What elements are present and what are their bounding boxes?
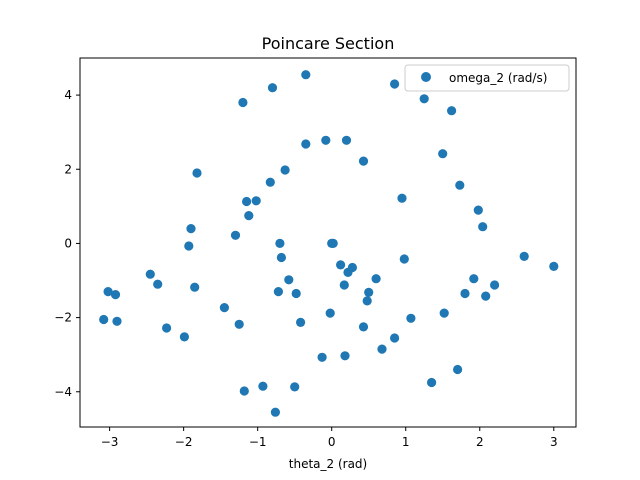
y-tick-label: −4 [54, 385, 72, 399]
scatter-point [347, 262, 357, 273]
scatter-point [219, 303, 229, 313]
scatter-point [273, 287, 283, 297]
scatter-point [397, 193, 407, 203]
x-tick-label: −1 [249, 435, 267, 449]
x-tick-label: −3 [101, 435, 119, 449]
x-tick-label: 0 [328, 435, 336, 449]
scatter-point [473, 205, 483, 215]
scatter-point [99, 314, 109, 325]
x-axis: −3 −2 −1 0 1 2 3 [101, 427, 558, 449]
x-axis-title: theta_2 (rad) [289, 457, 367, 471]
scatter-point [112, 316, 122, 326]
x-tick-label: 3 [550, 435, 558, 449]
scatter-point [481, 291, 491, 301]
x-tick-label: 2 [476, 435, 484, 449]
scatter-point [276, 252, 286, 263]
chart-title: Poincare Section [262, 34, 395, 53]
scatter-point [453, 364, 463, 375]
plot-frame [79, 57, 577, 428]
scatter-point [265, 177, 275, 187]
legend-box [404, 64, 570, 92]
scatter-point [301, 139, 311, 149]
scatter-point [230, 230, 241, 240]
scatter-point [358, 156, 369, 166]
scatter-point [364, 287, 374, 297]
scatter-point [238, 97, 248, 108]
scatter-point [371, 274, 381, 284]
scatter-point [284, 275, 294, 285]
y-tick-label: −2 [54, 311, 72, 325]
scatter-point [317, 352, 327, 362]
scatter-point [406, 313, 416, 323]
scatter-point [340, 351, 350, 361]
scatter-point [280, 165, 290, 175]
y-tick-label: 0 [64, 236, 72, 250]
scatter-point [377, 344, 387, 354]
scatter-point [519, 251, 529, 261]
legend-label: omega_2 (rad/s) [449, 71, 547, 85]
scatter-point [336, 260, 346, 270]
scatter-point [301, 70, 311, 80]
scatter-point [179, 332, 189, 342]
y-axis: −4 −2 0 2 4 [54, 88, 80, 399]
scatter-point [490, 280, 500, 290]
scatter-point [290, 382, 300, 392]
scatter-point [145, 269, 155, 279]
scatter-point [110, 290, 121, 300]
scatter-point [291, 288, 301, 299]
scatter-point [162, 323, 172, 333]
scatter-point [358, 322, 369, 332]
scatter-point [427, 377, 437, 388]
scatter-point [341, 135, 352, 145]
scatter-point [447, 106, 457, 116]
scatter-point [258, 381, 268, 391]
scatter-point [390, 333, 400, 343]
scatter-point [190, 282, 200, 292]
scatter-point [275, 238, 285, 248]
scatter-point [244, 211, 254, 221]
scatter-point [192, 168, 202, 178]
scatter-point [460, 288, 470, 299]
scatter-point [296, 317, 306, 327]
y-tick-label: 4 [64, 88, 72, 102]
scatter-point [270, 407, 280, 417]
legend-marker [421, 72, 431, 82]
scatter-point [390, 79, 400, 89]
scatter-point [325, 308, 335, 318]
scatter-point [439, 308, 449, 318]
scatter-point [469, 274, 479, 284]
y-tick-label: 2 [64, 162, 72, 176]
scatter-point [549, 261, 559, 271]
scatter-point [438, 149, 448, 159]
scatter-point [339, 280, 349, 290]
scatter-point [242, 196, 252, 207]
scatter-point [251, 196, 261, 206]
scatter-point [186, 224, 196, 234]
scatter-point [103, 287, 113, 297]
scatter-point [328, 238, 338, 248]
scatter-point [362, 296, 372, 306]
x-tick-label: 1 [402, 435, 410, 449]
scatter-point [267, 83, 278, 93]
scatter-point [153, 279, 163, 289]
scatter-point [239, 386, 249, 396]
points-layer [99, 70, 559, 417]
scatter-point [399, 254, 409, 264]
scatter-point [478, 222, 488, 232]
scatter-point [455, 180, 465, 190]
scatter-point [234, 319, 244, 329]
x-tick-label: −2 [175, 435, 193, 449]
legend: omega_2 (rad/s) [404, 64, 570, 92]
scatter-point [321, 135, 331, 145]
scatter-point [184, 241, 194, 251]
scatter-point [419, 94, 429, 104]
